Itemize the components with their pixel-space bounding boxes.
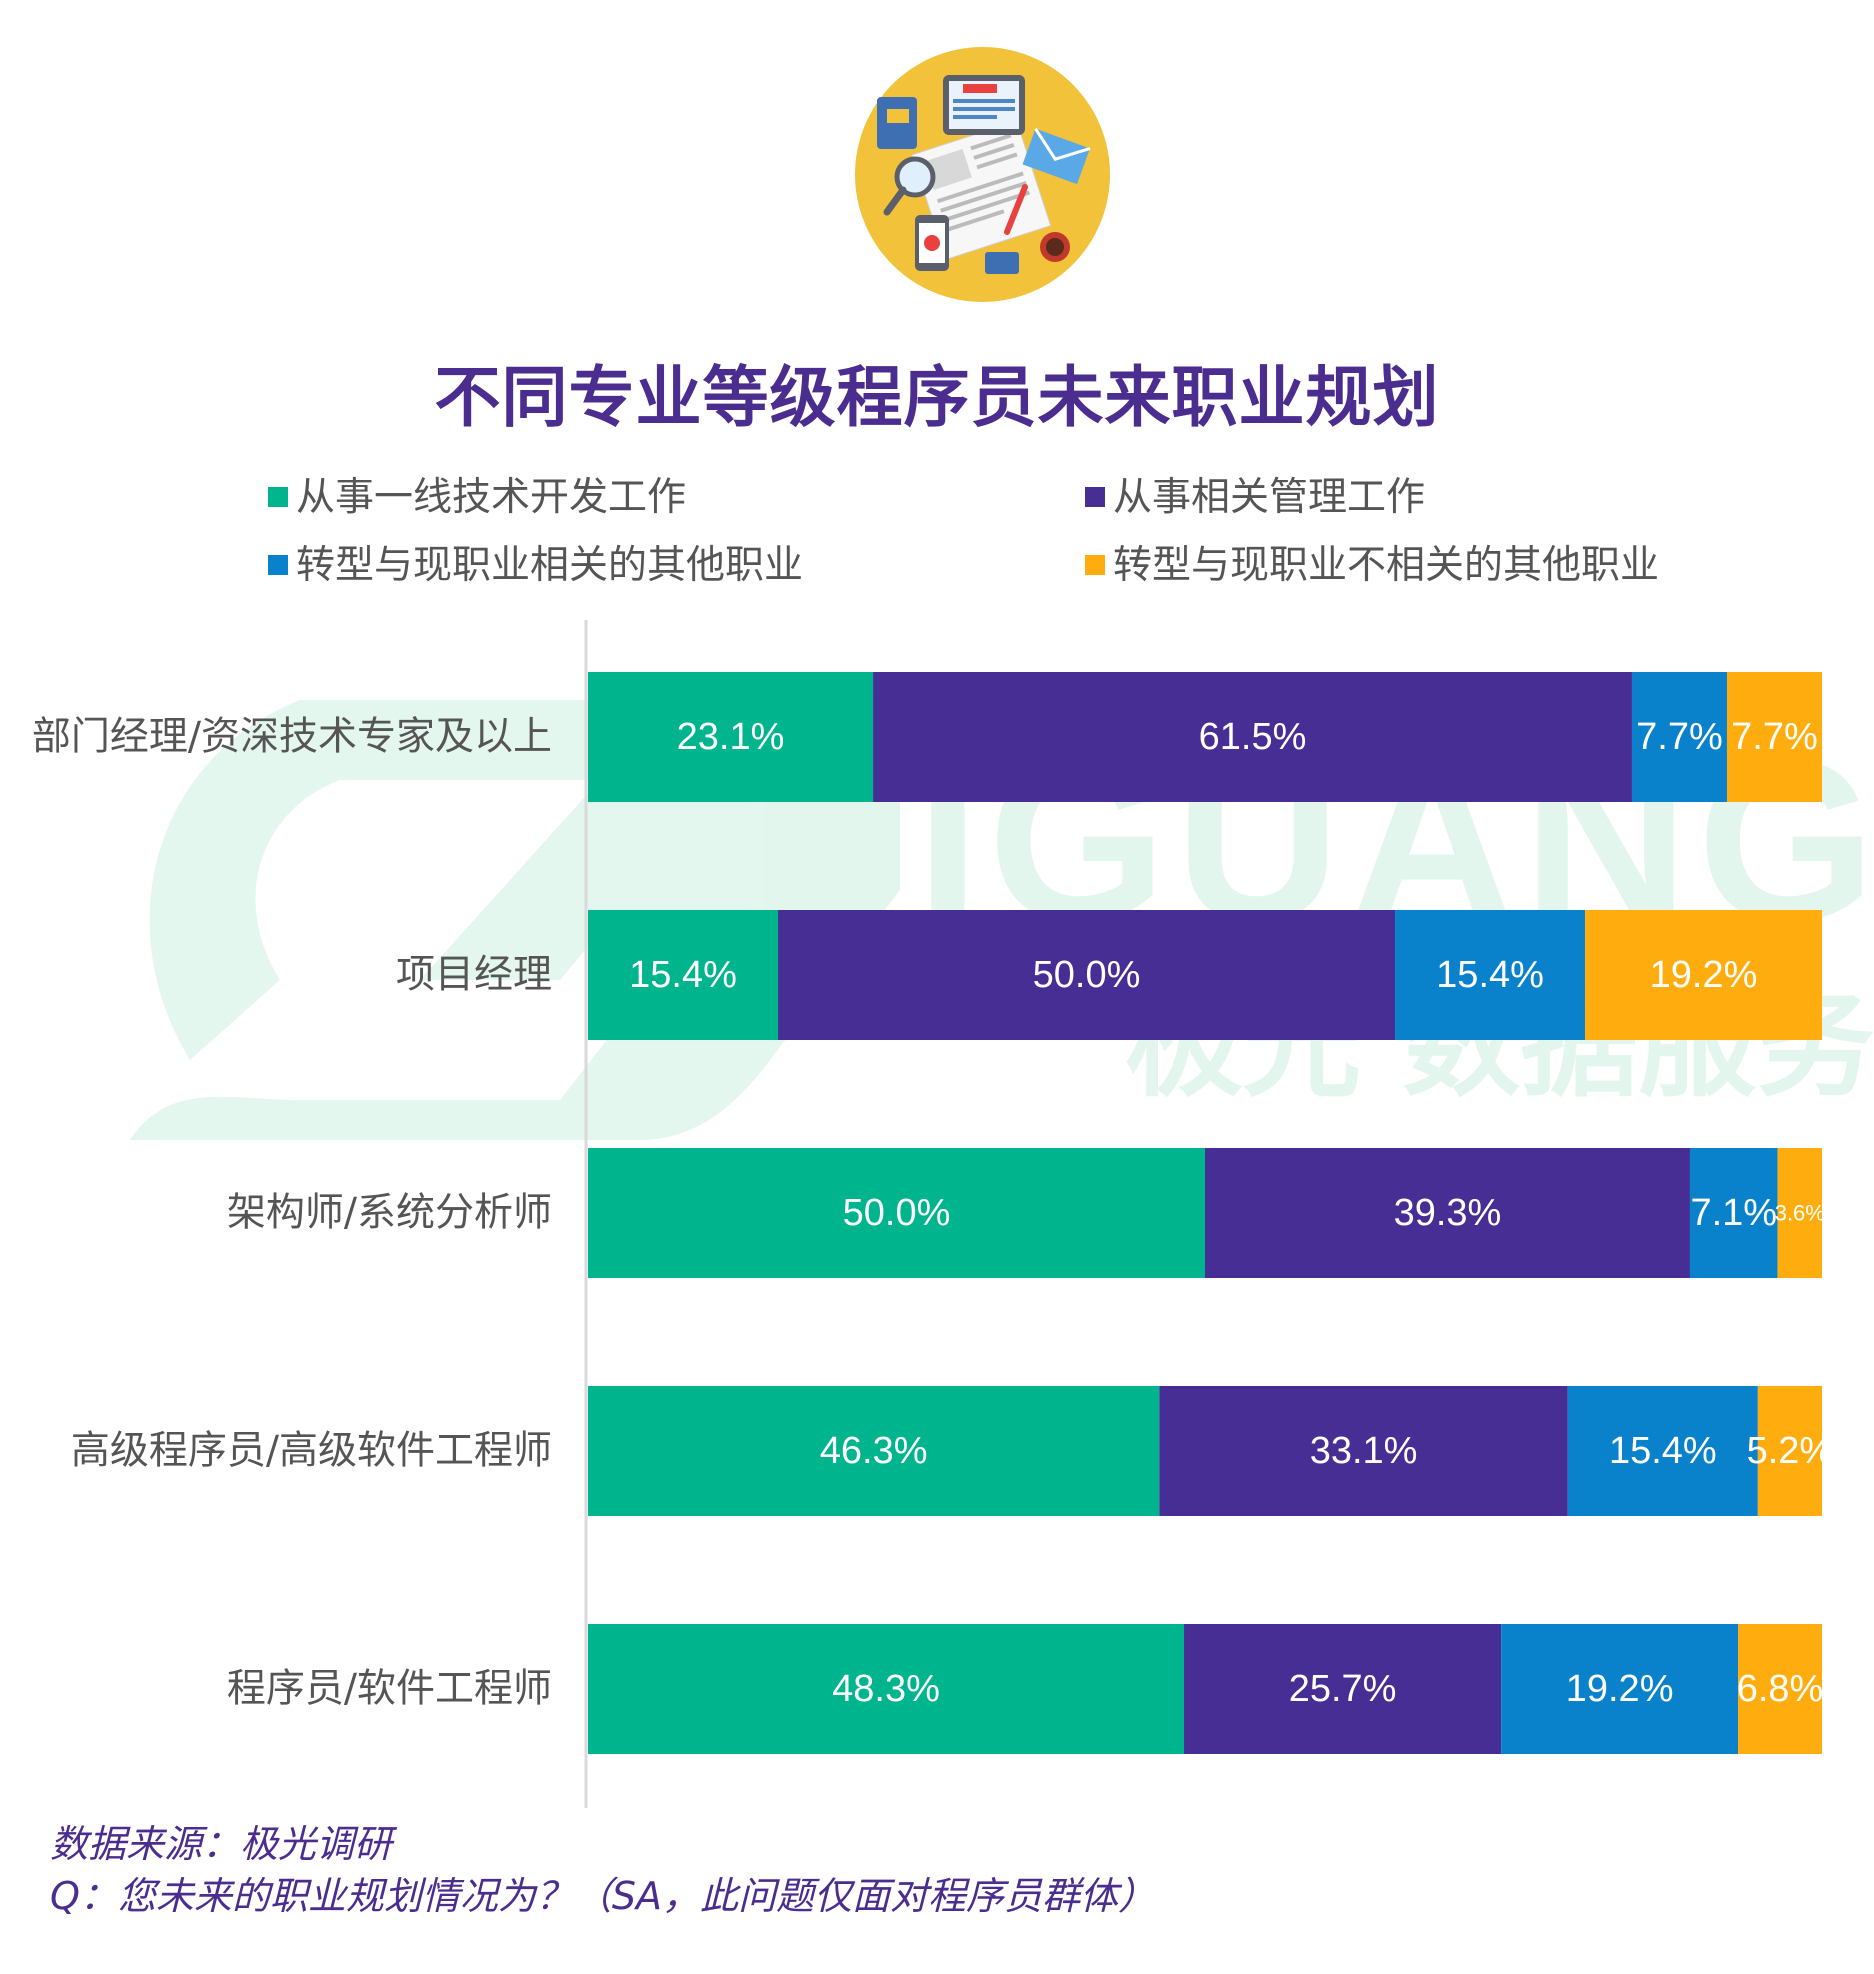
category-label: 程序员/软件工程师 bbox=[227, 1667, 552, 1712]
legend-label: 转型与现职业不相关的其他职业 bbox=[1113, 543, 1660, 588]
bar-segment bbox=[1689, 1148, 1778, 1278]
bar-segment bbox=[588, 672, 874, 802]
bar-segment bbox=[588, 1624, 1185, 1754]
source-line: 数据来源：极光调研 bbox=[50, 1822, 393, 1866]
data-label: 15.4% bbox=[629, 954, 737, 996]
bar-segment bbox=[1585, 910, 1822, 1040]
news-media-illustration-icon bbox=[855, 47, 1110, 302]
legend-item-frontline-dev: 从事一线技术开发工作 bbox=[268, 476, 686, 520]
source-note: 数据来源：极光调研 Q：您未来的职业规划情况为？（SA，此问题仅面对程序员群体） bbox=[50, 1818, 1156, 1922]
bar-segment bbox=[1395, 910, 1586, 1040]
legend-item-management: 从事相关管理工作 bbox=[1085, 476, 1425, 520]
data-label: 19.2% bbox=[1566, 1668, 1674, 1710]
bar-segment bbox=[588, 910, 779, 1040]
data-label: 7.7% bbox=[1731, 716, 1818, 758]
legend-swatch bbox=[268, 554, 288, 575]
bar-segment bbox=[1159, 1386, 1568, 1516]
bar-segment bbox=[1567, 1386, 1758, 1516]
legend-swatch bbox=[1085, 486, 1105, 507]
category-label: 架构师/系统分析师 bbox=[227, 1191, 552, 1236]
bar-segment bbox=[1184, 1624, 1502, 1754]
data-label: 25.7% bbox=[1289, 1668, 1397, 1710]
data-label: 48.3% bbox=[832, 1668, 940, 1710]
bar-segment bbox=[1757, 1386, 1822, 1516]
data-label: 6.8% bbox=[1737, 1668, 1824, 1710]
data-label: 7.1% bbox=[1690, 1192, 1777, 1234]
data-label: 61.5% bbox=[1199, 716, 1307, 758]
bar-segment bbox=[1501, 1624, 1739, 1754]
bar-segment bbox=[588, 1148, 1205, 1278]
bar-segment bbox=[1631, 672, 1727, 802]
data-label: 50.0% bbox=[843, 1192, 951, 1234]
data-label: 46.3% bbox=[820, 1430, 928, 1472]
data-label: 33.1% bbox=[1310, 1430, 1418, 1472]
category-label: 项目经理 bbox=[396, 953, 552, 998]
data-label: 19.2% bbox=[1650, 954, 1758, 996]
chart-title: 不同专业等级程序员未来职业规划 bbox=[434, 359, 1440, 436]
data-label: 15.4% bbox=[1436, 954, 1544, 996]
data-label: 3.6% bbox=[1775, 1201, 1825, 1226]
legend-swatch bbox=[268, 486, 288, 507]
data-label: 7.7% bbox=[1636, 716, 1723, 758]
legend-item-unrelated-career: 转型与现职业不相关的其他职业 bbox=[1085, 544, 1659, 588]
bar-segment bbox=[1777, 1148, 1822, 1278]
legend-label: 从事相关管理工作 bbox=[1113, 475, 1426, 520]
legend-item-related-career: 转型与现职业相关的其他职业 bbox=[268, 544, 803, 588]
legend-swatch bbox=[1085, 554, 1105, 575]
bar-segment bbox=[778, 910, 1396, 1040]
category-label: 高级程序员/高级软件工程师 bbox=[71, 1429, 552, 1474]
data-label: 50.0% bbox=[1033, 954, 1141, 996]
legend-label: 从事一线技术开发工作 bbox=[296, 475, 687, 520]
data-label: 23.1% bbox=[677, 716, 785, 758]
bar-segment bbox=[1205, 1148, 1690, 1278]
category-label: 部门经理/资深技术专家及以上 bbox=[32, 715, 552, 760]
data-label: 5.2% bbox=[1747, 1430, 1834, 1472]
data-label: 39.3% bbox=[1394, 1192, 1502, 1234]
legend-label: 转型与现职业相关的其他职业 bbox=[296, 543, 804, 588]
bar-segment bbox=[1738, 1624, 1822, 1754]
question-line: Q：您未来的职业规划情况为？（SA，此问题仅面对程序员群体） bbox=[50, 1874, 1157, 1918]
bar-segment bbox=[873, 672, 1632, 802]
bar-segment bbox=[588, 1386, 1160, 1516]
bar-segment bbox=[1726, 672, 1822, 802]
data-label: 15.4% bbox=[1609, 1430, 1717, 1472]
